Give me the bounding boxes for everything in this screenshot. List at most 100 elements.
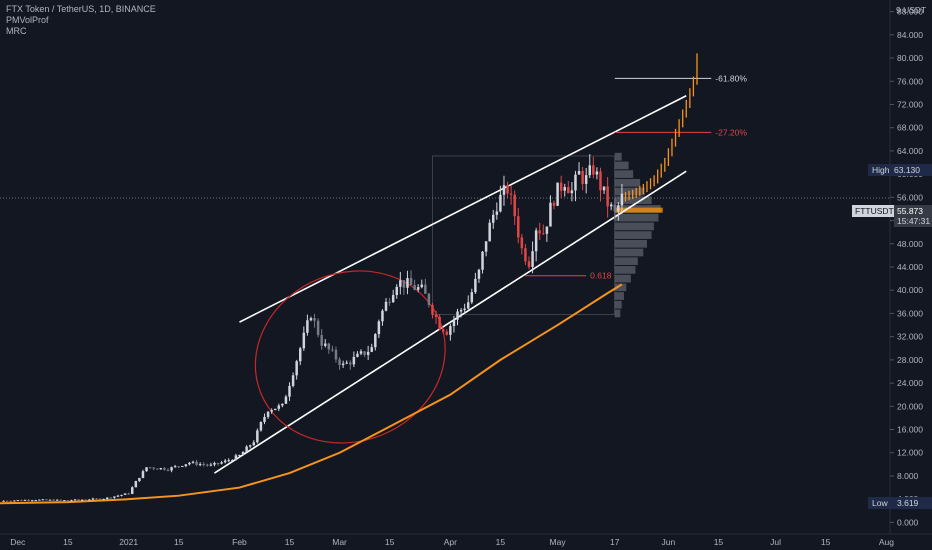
candle-body: [384, 301, 388, 311]
time-tick-label: May: [550, 537, 567, 547]
moving-average-line: [0, 283, 623, 505]
candle-body: [138, 477, 141, 482]
volume-profile-bar: [614, 231, 652, 239]
candle-body: [120, 494, 123, 496]
poc-bar: [614, 207, 663, 213]
candle-body: [416, 287, 420, 290]
price-tick-label: 68.000: [897, 123, 923, 133]
candle-body: [284, 396, 288, 404]
candle-body: [259, 421, 263, 431]
candle-body: [241, 451, 245, 456]
candle-body: [55, 499, 59, 501]
candle-body: [327, 343, 331, 350]
price-tick-label: 56.000: [897, 192, 923, 202]
candle-body: [16, 500, 20, 502]
volume-profile-bar: [614, 283, 627, 292]
candle-body: [80, 499, 84, 501]
candle-body: [366, 351, 370, 355]
candle-body: [113, 496, 116, 498]
indicator-mrc[interactable]: MRC: [6, 26, 27, 36]
candle-body: [495, 211, 499, 215]
candle-body: [270, 410, 273, 412]
candle-body: [349, 362, 352, 365]
candle-body: [91, 498, 95, 500]
candle-body: [402, 280, 406, 288]
symbol-title[interactable]: FTX Token / TetherUS, 1D, BINANCE: [6, 4, 156, 14]
candle-body: [48, 499, 52, 501]
candle-body: [517, 216, 520, 238]
candle-body: [617, 205, 620, 212]
candle-body: [231, 460, 234, 462]
candle-body: [470, 292, 474, 303]
time-tick-label: 15: [63, 537, 73, 547]
candle-body: [77, 499, 80, 501]
time-tick-label: Jul: [770, 537, 781, 547]
candle-body: [477, 269, 481, 279]
candle-body: [509, 193, 513, 195]
volume-profile-bar: [614, 300, 622, 309]
candle-body: [474, 278, 477, 293]
price-tick-label: 36.000: [897, 308, 923, 318]
candle-body: [502, 185, 506, 195]
price-tick-label: 76.000: [897, 76, 923, 86]
candle-body: [295, 361, 298, 376]
last-price-value: 55.873: [897, 206, 923, 216]
candle-body: [245, 446, 248, 452]
candle-body: [216, 462, 220, 464]
candle-body: [34, 500, 37, 502]
candle-body: [584, 175, 588, 184]
time-tick-label: 17: [610, 537, 620, 547]
price-axis[interactable]: 0.0004.0008.00012.00016.00020.00024.0002…: [889, 0, 923, 534]
candle-body: [438, 316, 441, 330]
volume-profile-bar: [614, 213, 659, 222]
volume-profile-bar: [614, 196, 652, 205]
candle-body: [338, 359, 341, 366]
candle-body: [166, 469, 170, 471]
candle-body: [406, 278, 409, 288]
price-tick-label: 84.000: [897, 30, 923, 40]
candle-body: [313, 318, 316, 321]
channel-upper-line: [239, 95, 687, 323]
candle-body: [345, 362, 348, 364]
candle-body: [527, 261, 531, 267]
candle-body: [184, 464, 188, 467]
channel-lower-line: [214, 170, 687, 474]
candle-body: [391, 295, 395, 303]
candle-body: [452, 319, 456, 326]
candle-body: [177, 466, 180, 468]
candle-body: [130, 487, 134, 494]
candle-body: [59, 499, 63, 501]
price-tick-label: 80.000: [897, 53, 923, 63]
volume-profile-bar: [614, 222, 654, 231]
candle-body: [331, 349, 334, 351]
candle-body: [288, 385, 291, 397]
candle-body: [531, 251, 534, 267]
candle-body: [324, 343, 327, 346]
candle-body: [581, 171, 584, 184]
last-price-tag: FTTUSDT 55.873 15:47:31: [852, 205, 932, 227]
price-tick-label: 32.000: [897, 332, 923, 342]
time-axis[interactable]: Dec 15 2021 15 Feb 15 Mar 15 Apr 15 May 17 Jun 15 Jul 1…: [0, 533, 932, 547]
candle-body: [84, 499, 88, 501]
volume-profile-bar: [614, 187, 645, 196]
candle-body: [148, 467, 152, 469]
candle-body: [263, 416, 266, 422]
indicator-pmvolprof[interactable]: PMVolProf: [6, 15, 49, 25]
low-label: Low: [872, 498, 888, 508]
time-tick-label: Jun: [662, 537, 676, 547]
candle-body: [481, 251, 484, 270]
candle-body: [252, 442, 256, 446]
candle-body: [281, 403, 284, 406]
price-tick-label: 40.000: [897, 285, 923, 295]
chart-series: [0, 53, 698, 505]
candle-body: [588, 165, 592, 176]
candle-body: [599, 171, 602, 191]
candle-body: [95, 498, 98, 500]
candle-body: [570, 190, 574, 194]
candle-body: [334, 349, 338, 360]
candle-body: [499, 194, 502, 212]
candle-body: [105, 497, 109, 499]
price-tick-label: 64.000: [897, 146, 923, 156]
candle-body: [341, 363, 345, 366]
